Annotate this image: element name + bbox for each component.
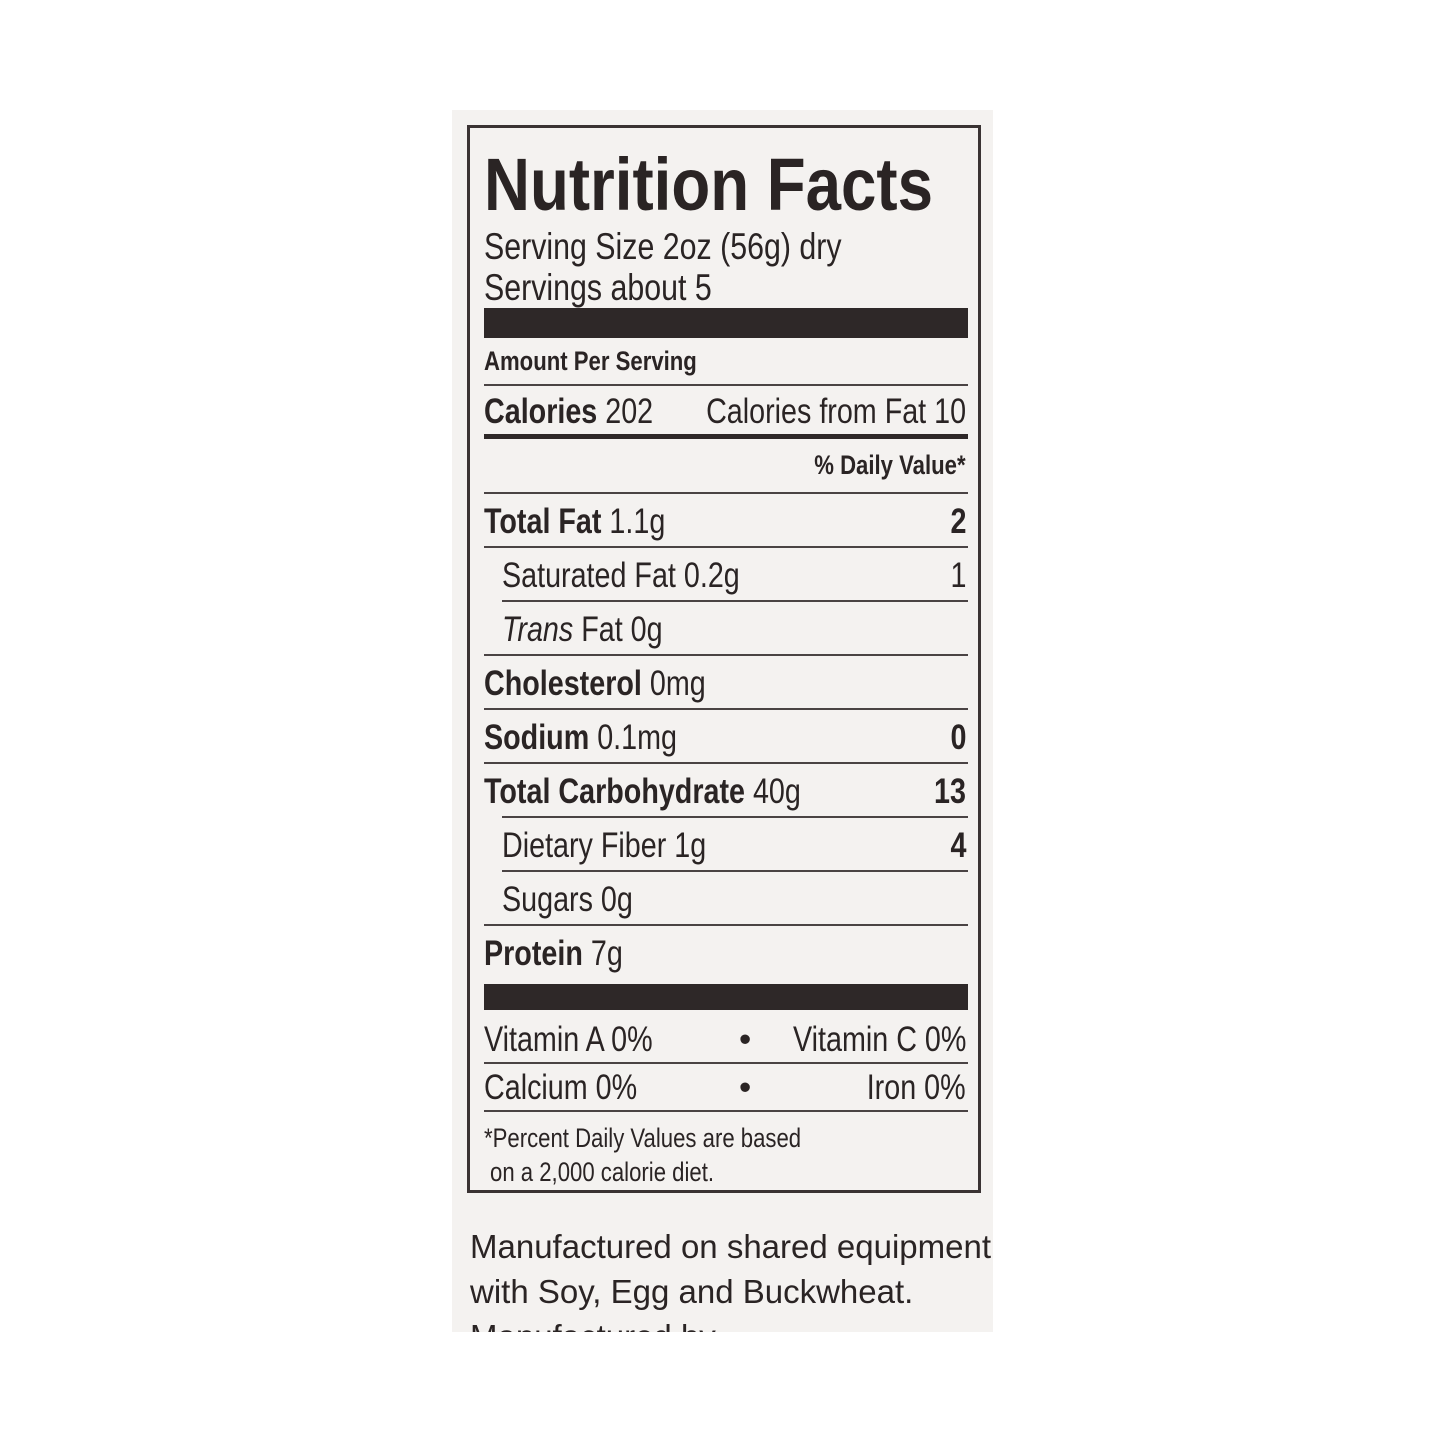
nutrient-row-cholesterol: Cholesterol 0mg bbox=[484, 664, 966, 704]
thick-divider bbox=[484, 984, 968, 1010]
divider bbox=[484, 708, 968, 710]
amount-per-serving: Amount Per Serving bbox=[484, 346, 697, 376]
name: Total Fat bbox=[484, 502, 602, 541]
allergen-statement-line-1: Manufactured on shared equipment bbox=[470, 1228, 992, 1265]
nutrient-row-sugars: Sugars 0g bbox=[502, 880, 966, 920]
dv: 2 bbox=[950, 502, 966, 541]
left: Calcium 0% bbox=[484, 1068, 638, 1107]
name: Dietary Fiber bbox=[502, 826, 667, 865]
serving-size: Serving Size 2oz (56g) dry bbox=[484, 226, 842, 267]
name: Saturated Fat bbox=[502, 556, 676, 595]
amount: 0mg bbox=[649, 664, 706, 703]
divider bbox=[502, 600, 968, 602]
footnote-line-1: *Percent Daily Values are based bbox=[484, 1123, 966, 1154]
divider bbox=[484, 762, 968, 764]
name: Sugars bbox=[502, 880, 593, 919]
title: Nutrition Facts bbox=[484, 143, 934, 226]
footnote-line-2: on a 2,000 calorie diet. bbox=[490, 1157, 966, 1188]
nutrient-row-trans-fat: Trans Fat 0g bbox=[502, 610, 966, 650]
nutrient-row-total-carbohydrate: Total Carbohydrate 40g 13 bbox=[484, 772, 966, 812]
serving-size: Serving Size 2oz (56g) dry bbox=[484, 226, 966, 268]
amount: 1.1g bbox=[609, 502, 666, 541]
bullet: • bbox=[739, 1068, 752, 1107]
divider bbox=[484, 492, 968, 494]
dv: 13 bbox=[934, 772, 966, 811]
allergen-statement-line-2: with Soy, Egg and Buckwheat. bbox=[470, 1273, 914, 1310]
nutrient-row-dietary-fiber: Dietary Fiber 1g 4 bbox=[502, 826, 966, 866]
vitamin-row: Vitamin A 0% • Vitamin C 0% bbox=[484, 1020, 966, 1060]
amount: 0.1mg bbox=[597, 718, 677, 757]
nutrient-row-protein: Protein 7g bbox=[484, 934, 966, 974]
dv: 4 bbox=[950, 826, 966, 865]
right: Vitamin C 0% bbox=[792, 1020, 966, 1059]
divider bbox=[484, 924, 968, 926]
name: Total Carbohydrate bbox=[484, 772, 745, 811]
daily-value-header: % Daily Value* bbox=[814, 450, 966, 480]
package-panel: Nutrition Facts Serving Size 2oz (56g) d… bbox=[452, 110, 993, 1332]
name: Sodium bbox=[484, 718, 590, 757]
amount: 7g bbox=[590, 934, 623, 973]
calories-label: Calories bbox=[484, 392, 598, 431]
servings-per-container: Servings about 5 bbox=[484, 267, 966, 309]
footnote-2: on a 2,000 calorie diet. bbox=[490, 1157, 715, 1187]
divider bbox=[502, 816, 968, 818]
calories-from-fat: Calories from Fat 10 bbox=[706, 392, 966, 431]
footnote-1: *Percent Daily Values are based bbox=[484, 1123, 802, 1153]
amount: 1g bbox=[674, 826, 707, 865]
medium-divider bbox=[484, 434, 968, 439]
name: Protein bbox=[484, 934, 583, 973]
right: Iron 0% bbox=[867, 1068, 966, 1107]
amount: 0g bbox=[630, 610, 663, 649]
vitamin-row: Calcium 0% • Iron 0% bbox=[484, 1068, 966, 1108]
nutrient-row-total-fat: Total Fat 1.1g 2 bbox=[484, 502, 966, 542]
divider bbox=[484, 1062, 968, 1064]
left: Vitamin A 0% bbox=[484, 1020, 653, 1059]
dv: 1 bbox=[950, 556, 966, 595]
name: Trans bbox=[502, 610, 574, 649]
dv: 0 bbox=[950, 718, 966, 757]
thick-divider bbox=[484, 308, 968, 338]
name: Cholesterol bbox=[484, 664, 642, 703]
divider bbox=[484, 384, 968, 386]
divider bbox=[484, 1110, 968, 1112]
manufacturer-line-cut-off: Manufactured by bbox=[470, 1318, 716, 1332]
divider bbox=[484, 546, 968, 548]
amount: 0g bbox=[600, 880, 633, 919]
servings: Servings about 5 bbox=[484, 267, 712, 308]
amount: 0.2g bbox=[683, 556, 740, 595]
bullet: • bbox=[739, 1020, 752, 1059]
amount: 40g bbox=[752, 772, 801, 811]
nutrition-facts-label: Nutrition Facts Serving Size 2oz (56g) d… bbox=[467, 125, 981, 1193]
label-title: Nutrition Facts bbox=[484, 142, 966, 227]
divider bbox=[484, 654, 968, 656]
name2: Fat bbox=[581, 610, 623, 649]
nutrient-row-sodium: Sodium 0.1mg 0 bbox=[484, 718, 966, 758]
calories-value: 202 bbox=[605, 392, 654, 431]
amount-per-serving: Amount Per Serving bbox=[484, 346, 966, 377]
divider bbox=[502, 870, 968, 872]
daily-value-header: % Daily Value* bbox=[484, 450, 966, 484]
calories-row: Calories 202 Calories from Fat 10 bbox=[484, 392, 966, 432]
nutrient-row-saturated-fat: Saturated Fat 0.2g 1 bbox=[502, 556, 966, 596]
